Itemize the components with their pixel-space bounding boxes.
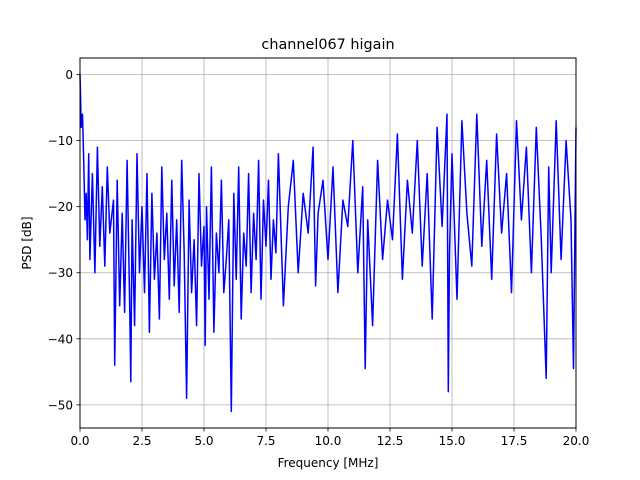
x-tick-label: 17.5 [501,434,528,448]
x-tick-label: 5.0 [194,434,213,448]
y-tick-label: −30 [48,266,73,280]
x-tick-label: 7.5 [256,434,275,448]
y-axis-label: PSD [dB] [20,216,34,269]
y-tick-label: 0 [65,68,73,82]
x-tick-label: 20.0 [563,434,590,448]
x-tick-label: 15.0 [439,434,466,448]
series-lines [79,74,577,413]
y-tick-label: −10 [48,134,73,148]
y-tick-label: −40 [48,332,73,346]
y-axis-ticks: 0 −10 −20 −30 −40 −50 [48,68,80,412]
x-axis-label: Frequency [MHz] [278,456,379,470]
chart-title: channel067 higain [261,37,394,53]
y-tick-label: −50 [48,398,73,412]
psd-series-line [79,74,577,413]
x-tick-label: 0.0 [70,434,89,448]
x-axis-ticks: 0.0 2.5 5.0 7.5 10.0 12.5 15.0 17.5 20.0 [70,428,589,448]
x-tick-label: 10.0 [315,434,342,448]
x-tick-label: 12.5 [377,434,404,448]
y-tick-label: −20 [48,200,73,214]
x-tick-label: 2.5 [132,434,151,448]
